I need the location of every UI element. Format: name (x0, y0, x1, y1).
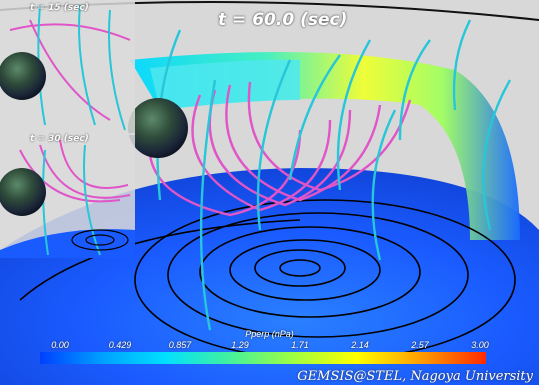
colorbar-tick-label: 1.29 (231, 340, 249, 350)
earth-inset-mid (0, 168, 46, 216)
colorbar-tick-label: 2.57 (411, 340, 429, 350)
credit-text: GEMSIS@STEL, Nagoya University (297, 369, 533, 384)
colorbar-tick-label: 3.00 (471, 340, 489, 350)
cyan-field-lines (156, 19, 512, 331)
inset-panel-mid (0, 133, 135, 258)
time-label-inset-mid: t = 30 (sec) (30, 134, 89, 144)
time-label-main: t = 60.0 (sec) (218, 10, 348, 30)
colorbar (40, 352, 486, 364)
colorbar-tick-label: 0.857 (168, 340, 192, 350)
colorbar-title: Pperp (nPa) (245, 329, 294, 339)
colorbar-tick-label: 1.71 (291, 340, 309, 350)
colorbar-tick-label: 0.00 (51, 340, 69, 350)
earth-inset-top (0, 52, 46, 100)
colorbar-tick-label: 2.14 (351, 340, 369, 350)
colorbar-ticks: 0.00 0.429 0.857 1.29 1.71 2.14 2.57 3.00 (0, 340, 539, 352)
earth-main (128, 98, 188, 158)
colorbar-tick-label: 0.429 (108, 340, 132, 350)
time-label-inset-top: t = 15 (sec) (30, 3, 89, 13)
ring-current-cap (150, 59, 300, 110)
inset-panel-top (0, 0, 135, 135)
